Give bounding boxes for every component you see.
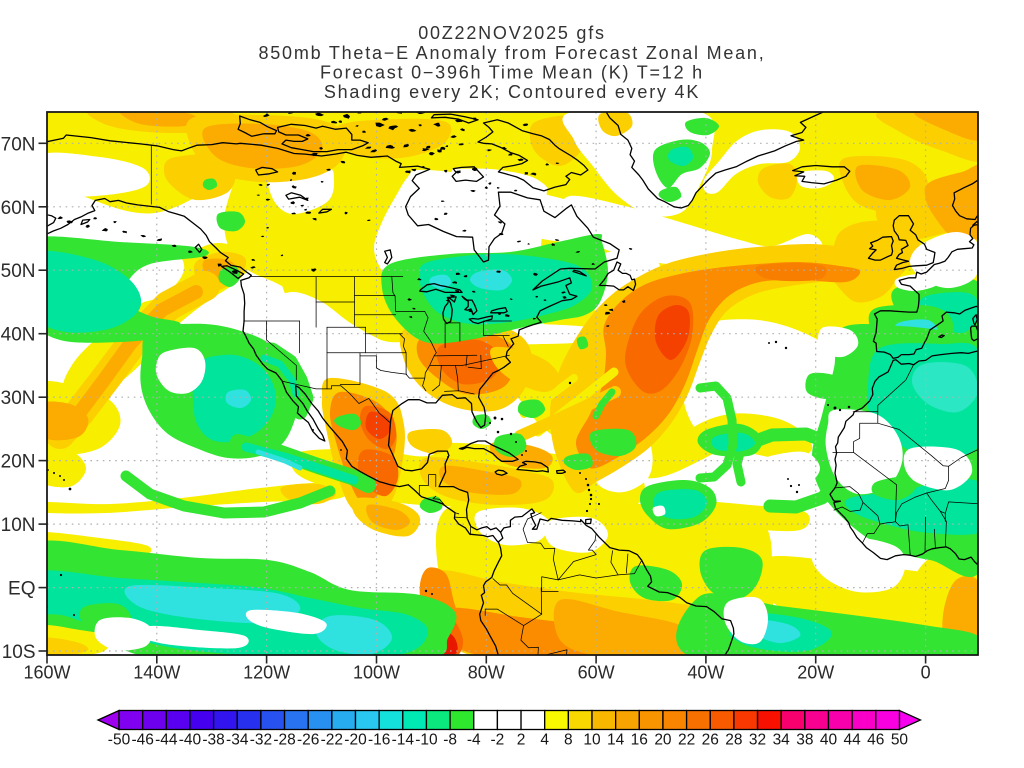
svg-text:28: 28	[725, 732, 742, 749]
svg-text:-38: -38	[202, 732, 224, 749]
svg-text:22: 22	[678, 732, 695, 749]
svg-text:60N: 60N	[1, 198, 36, 219]
svg-text:46: 46	[867, 732, 884, 749]
svg-text:26: 26	[702, 732, 719, 749]
svg-text:8: 8	[564, 732, 573, 749]
svg-text:-20: -20	[344, 732, 367, 749]
svg-text:80W: 80W	[468, 663, 505, 683]
svg-text:20: 20	[654, 732, 672, 749]
svg-text:-2: -2	[491, 732, 505, 749]
svg-text:EQ: EQ	[8, 579, 35, 600]
svg-text:100W: 100W	[353, 663, 400, 683]
svg-text:44: 44	[844, 732, 862, 749]
svg-text:10: 10	[583, 732, 601, 749]
svg-text:-34: -34	[226, 732, 249, 749]
svg-text:-40: -40	[179, 732, 202, 749]
svg-text:-4: -4	[467, 732, 481, 749]
svg-text:-22: -22	[321, 732, 343, 749]
svg-text:-26: -26	[297, 732, 319, 749]
svg-text:10S: 10S	[2, 642, 36, 663]
svg-text:-32: -32	[250, 732, 272, 749]
svg-text:34: 34	[773, 732, 791, 749]
svg-text:60W: 60W	[578, 663, 615, 683]
svg-text:850mb Theta−E Anomaly from For: 850mb Theta−E Anomaly from Forecast Zona…	[258, 43, 765, 63]
svg-text:14: 14	[607, 732, 625, 749]
svg-text:10N: 10N	[1, 515, 36, 536]
svg-text:-46: -46	[131, 732, 153, 749]
svg-text:120W: 120W	[243, 663, 290, 683]
svg-text:16: 16	[631, 732, 648, 749]
svg-text:-44: -44	[155, 732, 178, 749]
svg-text:2: 2	[517, 732, 526, 749]
svg-text:20W: 20W	[797, 663, 834, 683]
svg-text:40W: 40W	[687, 663, 724, 683]
svg-text:00Z22NOV2025 gfs: 00Z22NOV2025 gfs	[418, 23, 606, 43]
svg-text:50: 50	[891, 732, 909, 749]
svg-text:50N: 50N	[1, 261, 36, 282]
svg-text:-28: -28	[273, 732, 295, 749]
svg-text:-50: -50	[108, 732, 131, 749]
svg-text:160W: 160W	[23, 663, 70, 683]
svg-text:-14: -14	[392, 732, 415, 749]
svg-text:0: 0	[921, 663, 931, 683]
svg-text:30N: 30N	[1, 388, 36, 409]
svg-text:Shading every 2K; Contoured ev: Shading every 2K; Contoured every 4K	[324, 82, 700, 102]
svg-text:Forecast 0−396h Time Mean (K): Forecast 0−396h Time Mean (K) T=12 h	[320, 63, 704, 83]
svg-text:38: 38	[796, 732, 813, 749]
svg-text:-10: -10	[415, 732, 438, 749]
svg-text:40N: 40N	[1, 325, 36, 346]
svg-text:40: 40	[820, 732, 838, 749]
svg-text:-8: -8	[443, 732, 457, 749]
svg-text:4: 4	[540, 732, 549, 749]
svg-text:-16: -16	[368, 732, 390, 749]
svg-text:32: 32	[749, 732, 766, 749]
svg-text:70N: 70N	[1, 134, 36, 155]
svg-text:20N: 20N	[1, 452, 36, 473]
svg-text:140W: 140W	[133, 663, 180, 683]
